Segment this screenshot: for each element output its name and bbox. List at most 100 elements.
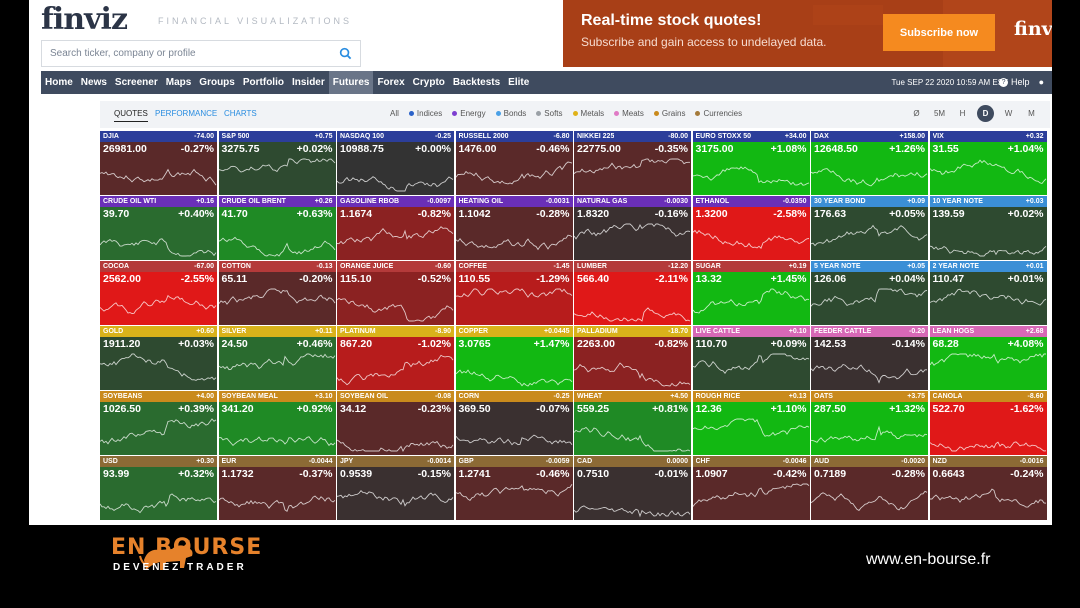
future-tile[interactable]: CORN -0.25 369.50 -0.07% bbox=[455, 391, 573, 455]
filter-bonds[interactable]: Bonds bbox=[495, 109, 526, 118]
nav-item-portfolio[interactable]: Portfolio bbox=[242, 77, 284, 88]
future-tile[interactable]: WHEAT +4.50 559.25 +0.81% bbox=[574, 391, 691, 455]
future-tile[interactable]: FEEDER CATTLE -0.20 142.53 -0.14% bbox=[811, 326, 928, 390]
tile-header: USD +0.30 bbox=[100, 456, 217, 467]
future-tile[interactable]: CHF -0.0046 1.0907 -0.42% bbox=[692, 456, 810, 520]
subscribe-button[interactable]: Subscribe now bbox=[883, 14, 995, 51]
future-tile[interactable]: DJIA -74.00 26981.00 -0.27% bbox=[100, 131, 217, 195]
future-tile[interactable]: SUGAR +0.19 13.32 +1.45% bbox=[692, 261, 810, 325]
future-tile[interactable]: SOYBEANS +4.00 1026.50 +0.39% bbox=[100, 391, 217, 455]
timeframe-h[interactable]: H bbox=[959, 109, 966, 118]
future-tile[interactable]: VIX +0.32 31.55 +1.04% bbox=[929, 131, 1047, 195]
future-tile[interactable]: GOLD +0.60 1911.20 +0.03% bbox=[100, 326, 217, 390]
tile-header: LEAN HOGS +2.68 bbox=[929, 326, 1047, 337]
nav-item-maps[interactable]: Maps bbox=[165, 77, 192, 88]
future-diff: -0.0030 bbox=[664, 198, 688, 205]
future-tile[interactable]: 5 YEAR NOTE +0.05 126.06 +0.04% bbox=[811, 261, 928, 325]
future-diff: -0.0059 bbox=[545, 458, 570, 465]
filter-indices[interactable]: Indices bbox=[408, 109, 442, 118]
future-diff: -0.0014 bbox=[427, 458, 451, 465]
future-tile[interactable]: LEAN HOGS +2.68 68.28 +4.08% bbox=[929, 326, 1047, 390]
future-tile[interactable]: CRUDE OIL BRENT +0.26 41.70 +0.63% bbox=[218, 196, 336, 260]
future-tile[interactable]: AUD -0.0020 0.7189 -0.28% bbox=[811, 456, 928, 520]
future-price: 1.1732 bbox=[221, 468, 254, 480]
future-tile[interactable]: OATS +3.75 287.50 +1.32% bbox=[811, 391, 928, 455]
timeframe-w[interactable]: W bbox=[1004, 109, 1013, 118]
help-link[interactable]: ? Help ● bbox=[999, 71, 1044, 94]
future-tile[interactable]: PLATINUM -8.90 867.20 -1.02% bbox=[337, 326, 454, 390]
nav-item-screener[interactable]: Screener bbox=[114, 77, 158, 88]
future-tile[interactable]: COPPER +0.0445 3.0765 +1.47% bbox=[455, 326, 573, 390]
nav-item-home[interactable]: Home bbox=[45, 77, 73, 88]
future-tile[interactable]: COFFEE -1.45 110.55 -1.29% bbox=[455, 261, 573, 325]
future-tile[interactable]: S&P 500 +0.75 3275.75 +0.02% bbox=[218, 131, 336, 195]
future-tile[interactable]: NZD -0.0016 0.6643 -0.24% bbox=[929, 456, 1047, 520]
nav-item-insider[interactable]: Insider bbox=[291, 77, 325, 88]
nav-item-groups[interactable]: Groups bbox=[199, 77, 235, 88]
future-tile[interactable]: ORANGE JUICE -0.60 115.10 -0.52% bbox=[337, 261, 454, 325]
future-tile[interactable]: COTTON -0.13 65.11 -0.20% bbox=[218, 261, 336, 325]
timeframe-none[interactable]: Ø bbox=[913, 109, 920, 118]
tab-quotes[interactable]: QUOTES bbox=[114, 109, 148, 122]
future-diff: -1.45 bbox=[553, 263, 570, 270]
future-tile[interactable]: JPY -0.0014 0.9539 -0.15% bbox=[337, 456, 454, 520]
filter-dot-icon bbox=[536, 111, 542, 116]
future-tile[interactable]: NATURAL GAS -0.0030 1.8320 -0.16% bbox=[574, 196, 691, 260]
future-tile[interactable]: USD +0.30 93.99 +0.32% bbox=[100, 456, 217, 520]
future-name: SUGAR bbox=[695, 263, 721, 270]
timeframe-5m[interactable]: 5M bbox=[933, 109, 946, 118]
tile-header: CAD 0.0000 bbox=[574, 456, 691, 467]
nav-item-news[interactable]: News bbox=[80, 77, 107, 88]
future-tile[interactable]: EURO STOXX 50 +34.00 3175.00 +1.08% bbox=[692, 131, 810, 195]
nav-item-crypto[interactable]: Crypto bbox=[412, 77, 445, 88]
future-tile[interactable]: 2 YEAR NOTE +0.01 110.47 +0.01% bbox=[929, 261, 1047, 325]
search-icon[interactable] bbox=[339, 47, 352, 60]
ad-subtitle: Subscribe and gain access to undelayed d… bbox=[581, 35, 827, 49]
future-name: CANOLA bbox=[932, 393, 963, 400]
tab-performance[interactable]: PERFORMANCE bbox=[155, 109, 218, 118]
future-tile[interactable]: SOYBEAN MEAL +3.10 341.20 +0.92% bbox=[218, 391, 336, 455]
filter-metals[interactable]: Metals bbox=[572, 109, 604, 118]
future-tile[interactable]: RUSSELL 2000 -6.80 1476.00 -0.46% bbox=[455, 131, 573, 195]
filter-grains[interactable]: Grains bbox=[653, 109, 685, 118]
future-tile[interactable]: 30 YEAR BOND +0.09 176.63 +0.05% bbox=[811, 196, 928, 260]
future-tile[interactable]: DAX +158.00 12648.50 +1.26% bbox=[811, 131, 928, 195]
future-tile[interactable]: CRUDE OIL WTI +0.16 39.70 +0.40% bbox=[100, 196, 217, 260]
future-change: +1.26% bbox=[889, 143, 925, 155]
finviz-logo[interactable]: finviz bbox=[41, 2, 128, 37]
future-tile[interactable]: EUR -0.0044 1.1732 -0.37% bbox=[218, 456, 336, 520]
timeframe-m[interactable]: M bbox=[1028, 109, 1035, 118]
future-tile[interactable]: COCOA -67.00 2562.00 -2.55% bbox=[100, 261, 217, 325]
site-url[interactable]: www.en-bourse.fr bbox=[866, 551, 991, 568]
future-tile[interactable]: LUMBER -12.20 566.40 -2.11% bbox=[574, 261, 691, 325]
search-box[interactable] bbox=[41, 40, 361, 67]
filter-currencies[interactable]: Currencies bbox=[695, 109, 742, 118]
timeframe-d[interactable]: D bbox=[977, 105, 994, 122]
future-tile[interactable]: NASDAQ 100 -0.25 10988.75 +0.00% bbox=[337, 131, 454, 195]
future-tile[interactable]: PALLADIUM -18.70 2263.00 -0.82% bbox=[574, 326, 691, 390]
filter-energy[interactable]: Energy bbox=[452, 109, 486, 118]
future-tile[interactable]: 10 YEAR NOTE +0.03 139.59 +0.02% bbox=[929, 196, 1047, 260]
filter-meats[interactable]: Meats bbox=[614, 109, 644, 118]
nav-item-backtests[interactable]: Backtests bbox=[452, 77, 501, 88]
search-input[interactable] bbox=[42, 41, 322, 66]
tab-charts[interactable]: CHARTS bbox=[224, 109, 257, 118]
future-tile[interactable]: GBP -0.0059 1.2741 -0.46% bbox=[455, 456, 573, 520]
future-tile[interactable]: LIVE CATTLE +0.10 110.70 +0.09% bbox=[692, 326, 810, 390]
filter-all[interactable]: All bbox=[390, 109, 399, 118]
nav-item-forex[interactable]: Forex bbox=[377, 77, 405, 88]
future-tile[interactable]: ROUGH RICE +0.13 12.36 +1.10% bbox=[692, 391, 810, 455]
future-tile[interactable]: CAD 0.0000 0.7510 -0.01% bbox=[574, 456, 691, 520]
user-icon[interactable]: ● bbox=[1038, 77, 1044, 87]
subscription-banner[interactable]: Real-time stock quotes! Subscribe and ga… bbox=[563, 0, 1052, 67]
future-tile[interactable]: GASOLINE RBOB -0.0097 1.1674 -0.82% bbox=[337, 196, 454, 260]
filter-softs[interactable]: Softs bbox=[536, 109, 563, 118]
future-tile[interactable]: SILVER +0.11 24.50 +0.46% bbox=[218, 326, 336, 390]
nav-item-futures[interactable]: Futures bbox=[328, 71, 374, 94]
future-tile[interactable]: CANOLA -8.60 522.70 -1.62% bbox=[929, 391, 1047, 455]
future-tile[interactable]: NIKKEI 225 -80.00 22775.00 -0.35% bbox=[574, 131, 691, 195]
future-tile[interactable]: SOYBEAN OIL -0.08 34.12 -0.23% bbox=[337, 391, 454, 455]
future-tile[interactable]: HEATING OIL -0.0031 1.1042 -0.28% bbox=[455, 196, 573, 260]
nav-item-elite[interactable]: Elite bbox=[508, 77, 530, 88]
future-tile[interactable]: ETHANOL -0.0350 1.3200 -2.58% bbox=[692, 196, 810, 260]
